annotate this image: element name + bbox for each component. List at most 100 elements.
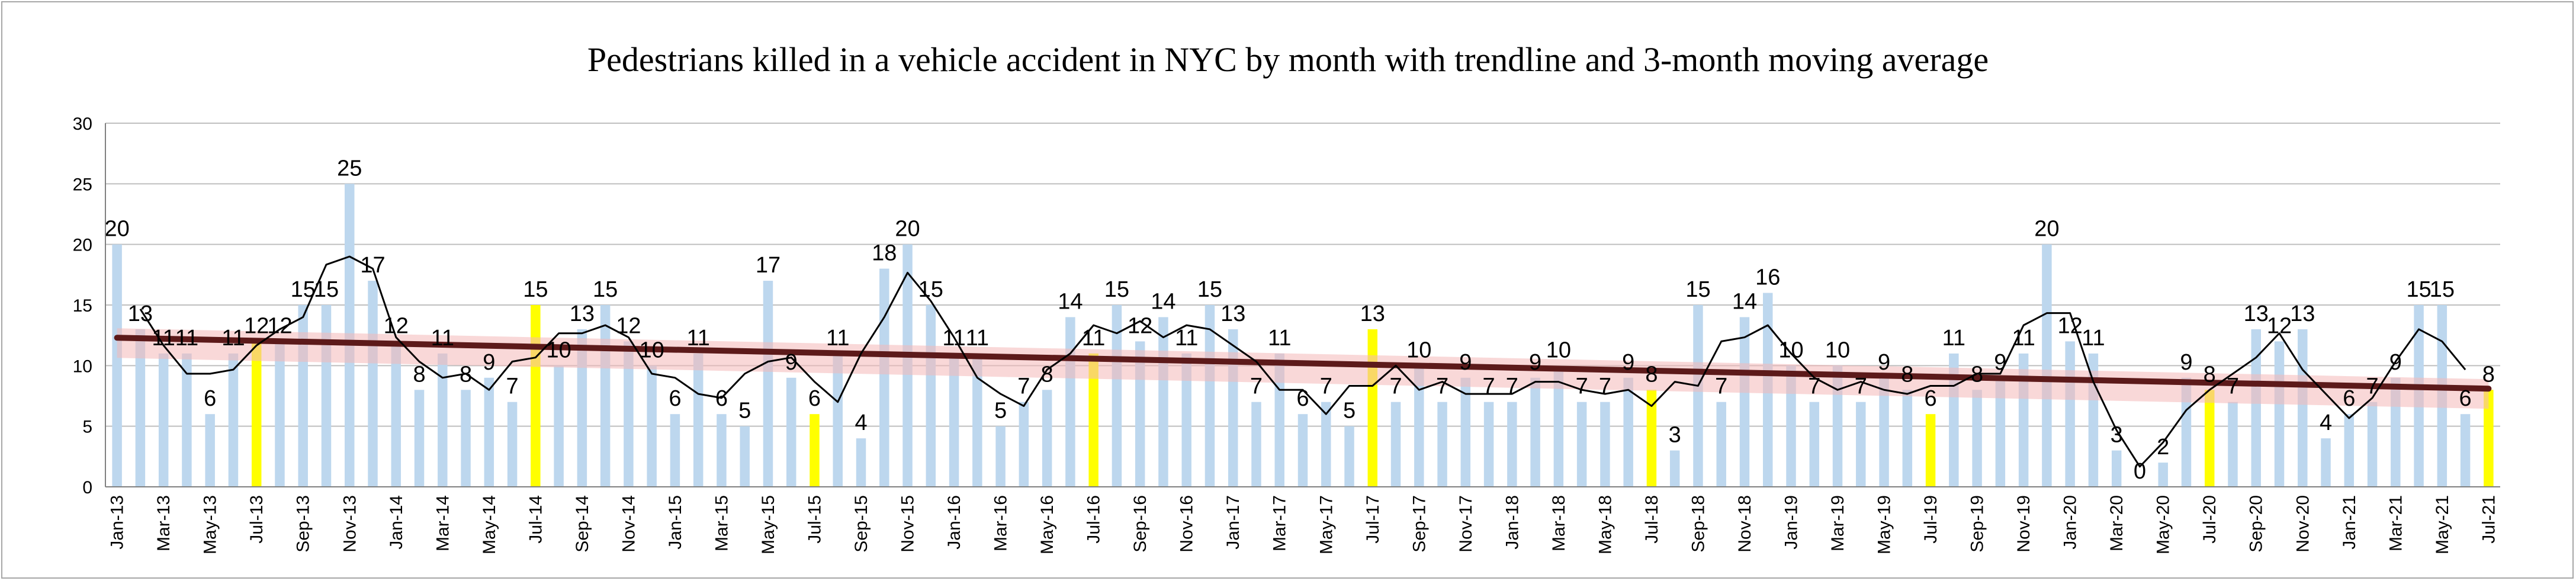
data-label: 14	[1151, 289, 1175, 314]
data-label: 7	[1855, 374, 1867, 399]
bar	[2158, 463, 2168, 487]
x-tick-label: Mar-14	[433, 495, 452, 551]
bar	[1065, 317, 1075, 487]
data-label: 20	[895, 217, 920, 242]
bar	[228, 353, 239, 487]
x-tick-label: Nov-20	[2293, 495, 2312, 553]
data-label: 14	[1732, 289, 1757, 314]
data-label: 12	[244, 313, 269, 338]
data-label: 12	[384, 313, 409, 338]
bar	[1832, 365, 1843, 487]
data-label: 11	[2082, 326, 2105, 351]
data-label: 15	[593, 277, 618, 302]
x-tick-label: May-13	[201, 495, 220, 554]
x-tick-label: Mar-15	[712, 495, 731, 551]
bar	[1856, 402, 1866, 487]
bar	[1600, 402, 1610, 487]
bar	[1576, 402, 1587, 487]
data-label: 15	[1104, 277, 1129, 302]
bar	[717, 414, 727, 487]
data-label: 8	[413, 362, 425, 387]
data-label: 7	[1320, 374, 1332, 399]
data-label: 6	[204, 386, 216, 411]
bar	[995, 426, 1006, 487]
bar	[112, 244, 122, 487]
bar	[1297, 414, 1308, 487]
x-tick-label: Jul-21	[2479, 495, 2498, 544]
bar	[1483, 402, 1494, 487]
bar	[1530, 377, 1540, 487]
x-tick-label: Jul-15	[805, 495, 824, 544]
data-label: 15	[1197, 277, 1222, 302]
data-label: 5	[1343, 399, 1356, 423]
x-tick-label: Mar-20	[2107, 495, 2127, 551]
data-label: 11	[431, 326, 454, 351]
bar	[1460, 377, 1471, 487]
x-tick-label: Jul-20	[2200, 495, 2220, 544]
bar	[856, 438, 866, 487]
bar	[1879, 377, 1889, 487]
bar	[1251, 402, 1261, 487]
data-label: 11	[966, 326, 989, 351]
data-label: 25	[337, 156, 362, 181]
x-tick-label: Jan-15	[666, 495, 685, 550]
data-label: 7	[2366, 374, 2378, 399]
data-label: 5	[738, 399, 751, 423]
x-tick-label: Sep-15	[852, 495, 871, 553]
bar	[763, 281, 773, 487]
data-label: 15	[2430, 277, 2455, 302]
bar	[1693, 305, 1703, 487]
bar	[1158, 317, 1168, 487]
x-tick-label: Nov-14	[619, 495, 638, 553]
bar	[1019, 402, 1029, 487]
data-label: 9	[1994, 350, 2006, 375]
data-label: 11	[175, 326, 198, 351]
data-label: 7	[1599, 374, 1611, 399]
data-label: 9	[1622, 350, 1634, 375]
x-tick-label: Mar-16	[991, 495, 1011, 551]
x-tick-label: Sep-18	[1688, 495, 1708, 553]
bar	[251, 341, 262, 487]
data-label: 9	[1459, 350, 1472, 375]
data-label: 13	[2244, 301, 2269, 326]
bar	[647, 365, 657, 487]
data-label: 3	[1669, 423, 1681, 448]
data-label: 12	[616, 313, 641, 338]
data-label: 6	[2343, 386, 2355, 411]
x-tick-label: Mar-18	[1549, 495, 1569, 551]
data-label: 8	[1971, 362, 1983, 387]
data-label: 9	[1878, 350, 1890, 375]
bar	[438, 353, 448, 487]
x-tick-label: May-17	[1316, 495, 1336, 554]
data-label: 7	[506, 374, 519, 399]
data-label: 16	[1755, 265, 1780, 290]
y-tick-label: 25	[73, 175, 92, 194]
data-label: 12	[2058, 313, 2083, 338]
bar	[2042, 244, 2052, 487]
data-label: 10	[546, 338, 571, 362]
bar	[321, 305, 332, 487]
y-tick-label: 20	[73, 236, 92, 255]
x-tick-label: Nov-15	[898, 495, 918, 553]
data-label: 11	[152, 326, 175, 351]
data-label: 0	[2134, 459, 2146, 484]
data-label: 4	[2320, 410, 2332, 435]
data-label: 8	[1041, 362, 1053, 387]
bar	[1437, 402, 1447, 487]
bar	[2251, 329, 2261, 487]
bar	[1786, 365, 1796, 487]
bar	[414, 390, 425, 487]
x-tick-label: Nov-17	[1456, 495, 1476, 553]
x-tick-label: Jan-19	[1782, 495, 1801, 550]
bar	[205, 414, 215, 487]
bar	[2204, 390, 2215, 487]
bar	[135, 329, 146, 487]
x-tick-label: Nov-18	[1735, 495, 1755, 553]
y-tick-label: 5	[82, 418, 92, 437]
data-label: 10	[1546, 338, 1571, 362]
data-label: 11	[2012, 326, 2035, 351]
x-tick-label: Sep-13	[294, 495, 313, 553]
data-label: 15	[523, 277, 548, 302]
data-label: 8	[2482, 362, 2495, 387]
data-label: 10	[1778, 338, 1803, 362]
